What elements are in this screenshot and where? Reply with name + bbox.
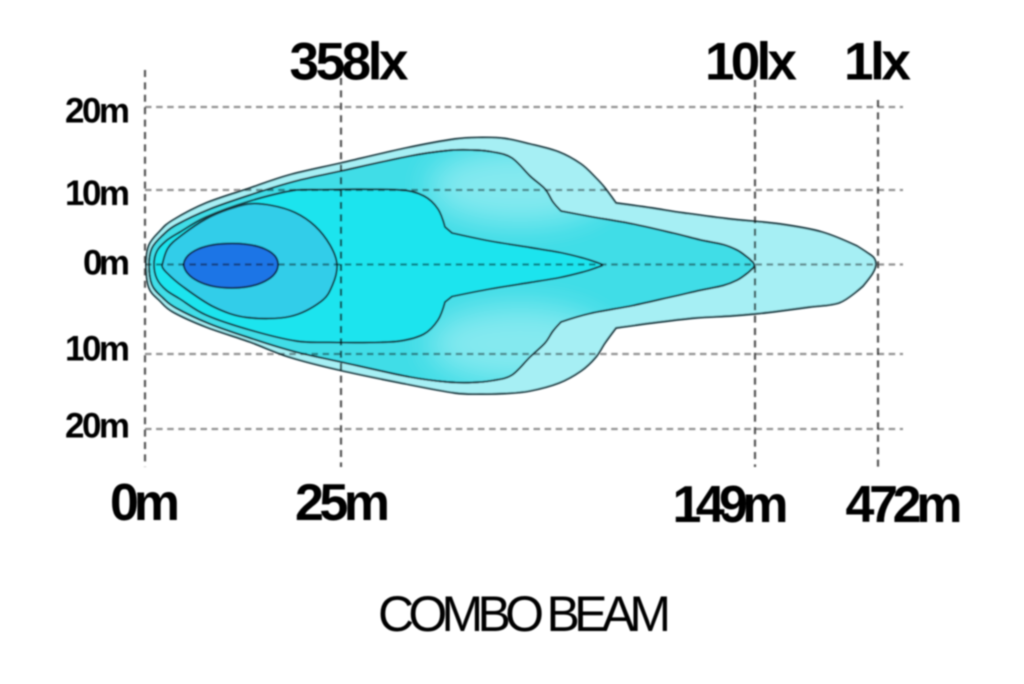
svg-text:472m: 472m [846, 476, 963, 534]
svg-text:358lx: 358lx [290, 33, 410, 92]
svg-text:10lx: 10lx [705, 33, 798, 92]
svg-text:20m: 20m [65, 92, 130, 131]
svg-text:0m: 0m [83, 244, 130, 283]
svg-text:25m: 25m [295, 474, 390, 532]
svg-text:0m: 0m [110, 474, 180, 532]
svg-text:20m: 20m [65, 407, 130, 446]
svg-text:10m: 10m [65, 330, 130, 369]
svg-text:10m: 10m [65, 174, 130, 213]
svg-text:1lx: 1lx [844, 33, 912, 92]
svg-text:COMBO BEAM: COMBO BEAM [378, 586, 671, 642]
svg-text:149m: 149m [673, 476, 789, 534]
